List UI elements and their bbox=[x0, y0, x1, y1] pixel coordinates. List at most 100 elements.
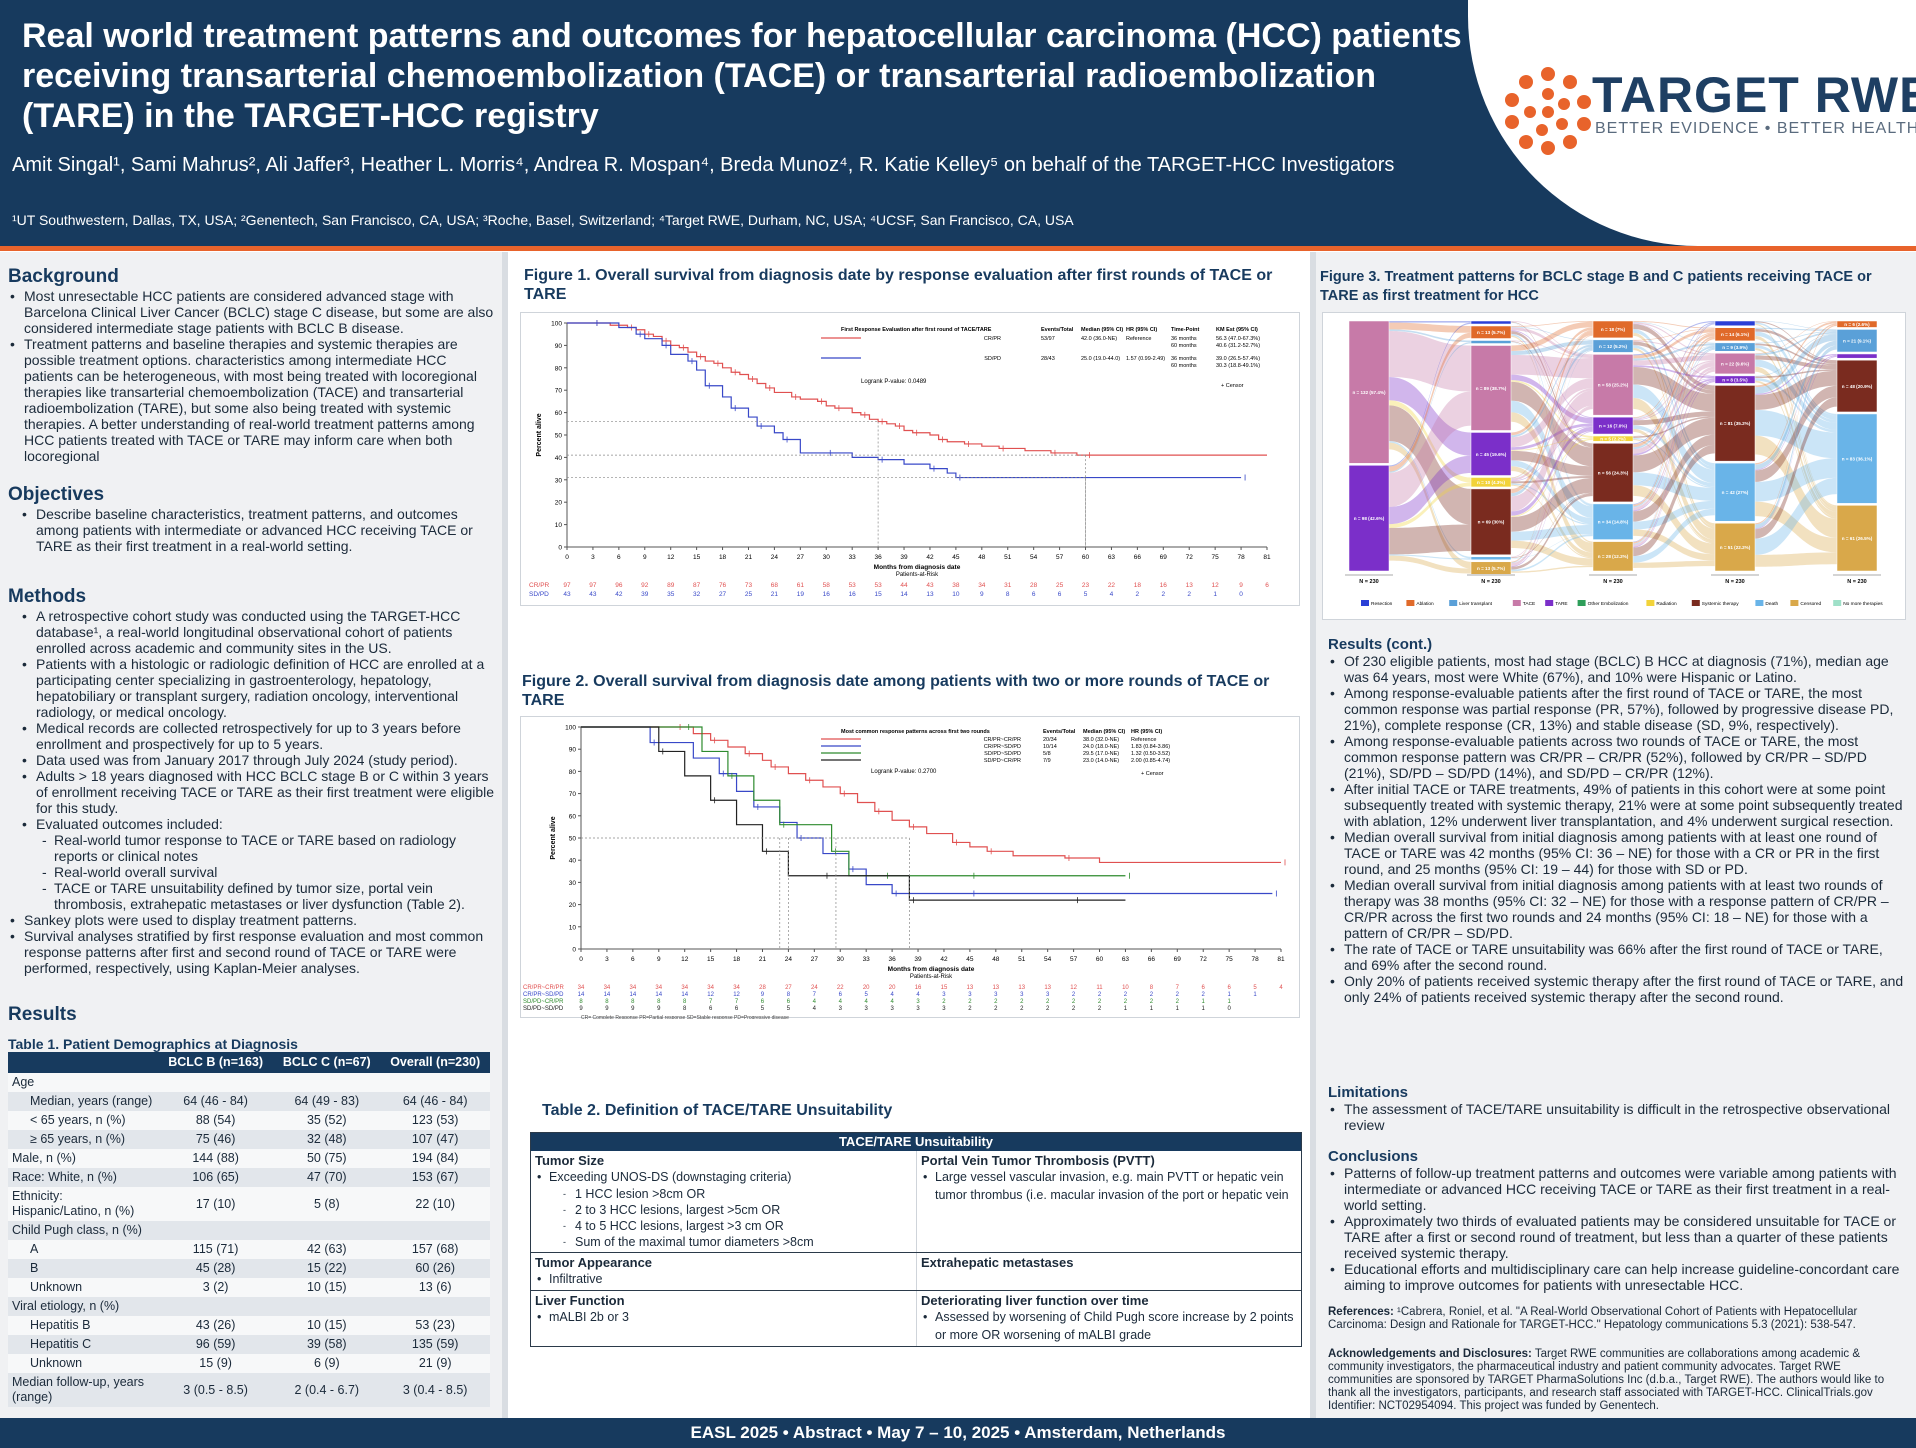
risk-value: 6 bbox=[1202, 985, 1206, 991]
sankey-flow bbox=[1755, 327, 1837, 331]
risk-value: 58 bbox=[823, 582, 831, 589]
survival-curve bbox=[581, 726, 1126, 877]
sankey-node bbox=[1836, 413, 1878, 504]
sankey-flow bbox=[1755, 348, 1837, 512]
list-item: Median overall survival from initial dia… bbox=[1328, 829, 1908, 877]
y-tick-label: 20 bbox=[555, 500, 563, 507]
sankey-flow bbox=[1633, 335, 1715, 507]
limitations-list: The assessment of TACE/TARE unsuitabilit… bbox=[1328, 1101, 1908, 1133]
risk-value: 5 bbox=[1253, 985, 1257, 991]
sankey-node bbox=[1348, 320, 1390, 464]
table-cell: 75 (46) bbox=[158, 1130, 274, 1149]
table-cell: 47 (70) bbox=[273, 1168, 381, 1187]
risk-value: 34 bbox=[733, 985, 740, 991]
risk-value: 1 bbox=[1150, 1006, 1154, 1012]
sankey-node bbox=[1714, 385, 1756, 462]
criteria-item: Sum of the maximal tumor diameters >8cm bbox=[535, 1234, 912, 1250]
legend-hr: 2.00 (0.85-4.74) bbox=[1131, 758, 1170, 764]
risk-value: 4 bbox=[890, 999, 894, 1005]
legend-timepoint: 60 months bbox=[1171, 363, 1197, 369]
logrank-label: Logrank P-value: 0.0489 bbox=[861, 379, 927, 385]
risk-value: 13 bbox=[1044, 985, 1051, 991]
legend-hr: 1.57 (0.99-2.49) bbox=[1126, 356, 1165, 362]
references-label: References: bbox=[1328, 1306, 1394, 1318]
sankey-flow bbox=[1755, 435, 1837, 538]
sankey-node bbox=[1714, 352, 1756, 375]
table-row: Male, n (%) 144 (88) 50 (75) 194 (84) bbox=[8, 1149, 490, 1168]
legend-km: 39.0 (26.5-57.4%) bbox=[1216, 356, 1260, 362]
y-tick-label: 0 bbox=[558, 545, 562, 552]
x-tick-label: 78 bbox=[1251, 956, 1259, 963]
sankey-node bbox=[1714, 462, 1756, 522]
legend-median: 38.0 (32.0-NE) bbox=[1083, 737, 1119, 743]
risk-row-name: SD/PD~CR/PR bbox=[523, 999, 564, 1005]
risk-value: 2 bbox=[942, 999, 946, 1005]
risk-value: 27 bbox=[719, 591, 727, 598]
table-cell: 64 (46 - 84) bbox=[380, 1092, 490, 1111]
risk-value: 27 bbox=[785, 985, 792, 991]
risk-value: 1 bbox=[1202, 1006, 1206, 1012]
sankey-flow bbox=[1755, 380, 1837, 519]
sankey-flow bbox=[1511, 327, 1593, 358]
sankey-flow bbox=[1511, 321, 1593, 445]
sankey-flow bbox=[1511, 412, 1593, 553]
legend-swatch bbox=[1545, 600, 1554, 606]
x-tick-label: 6 bbox=[617, 554, 621, 561]
sankey-flow bbox=[1633, 321, 1715, 329]
risk-value: 13 bbox=[1018, 985, 1025, 991]
sankey-flow bbox=[1755, 333, 1837, 377]
risk-value: 53 bbox=[849, 582, 857, 589]
table-header-cell bbox=[8, 1052, 158, 1073]
risk-value: 32 bbox=[693, 591, 701, 598]
sankey-flow bbox=[1633, 337, 1715, 544]
results-heading-wrap: Results bbox=[8, 1004, 77, 1026]
sankey-flow bbox=[1633, 333, 1715, 448]
table-cell: 3 (0.5 - 8.5) bbox=[158, 1373, 274, 1407]
risk-value: 97 bbox=[563, 582, 571, 589]
background-list: Most unresectable HCC patients are consi… bbox=[8, 288, 496, 464]
table-cell: 42 (63) bbox=[273, 1240, 381, 1259]
risk-value: 9 bbox=[761, 992, 765, 998]
risk-value: 6 bbox=[709, 1006, 713, 1012]
sankey-flow bbox=[1755, 334, 1837, 394]
y-tick-label: 100 bbox=[565, 725, 576, 732]
list-item: Data used was from January 2017 through … bbox=[20, 752, 496, 768]
list-item: Medical records are collected retrospect… bbox=[20, 720, 496, 752]
sankey-node bbox=[1470, 325, 1512, 339]
row-label: A bbox=[8, 1240, 158, 1259]
sankey-flow bbox=[1511, 327, 1593, 436]
y-tick-label: 60 bbox=[555, 410, 563, 417]
y-tick-label: 10 bbox=[569, 924, 577, 931]
risk-value: 42 bbox=[615, 591, 623, 598]
sankey-flow bbox=[1511, 341, 1593, 507]
risk-value: 8 bbox=[787, 992, 791, 998]
sankey-flow bbox=[1633, 329, 1715, 359]
x-tick-label: 45 bbox=[952, 554, 960, 561]
legend-series-name: SD/PD bbox=[984, 356, 1001, 362]
sankey-node-label: n = 81 (35.2%) bbox=[1720, 421, 1751, 426]
sankey-node bbox=[1470, 340, 1512, 344]
y-tick-label: 30 bbox=[555, 477, 563, 484]
risk-value: 7 bbox=[1176, 985, 1180, 991]
legend-swatch bbox=[1406, 600, 1415, 606]
risk-value: 20 bbox=[889, 985, 896, 991]
results-cont-list: Of 230 eligible patients, most had stage… bbox=[1328, 653, 1908, 1005]
risk-value: 68 bbox=[771, 582, 779, 589]
sankey-node bbox=[1714, 320, 1756, 326]
risk-value: 8 bbox=[657, 999, 661, 1005]
sankey-flow bbox=[1633, 345, 1715, 450]
sankey-flow bbox=[1389, 524, 1471, 555]
risk-value: 7 bbox=[709, 999, 713, 1005]
figure2-frame: 0 10 20 30 40 50 60 70 80 90 100 0 3 6 9 12 15 18 21 24 27 30… bbox=[520, 716, 1300, 1021]
y-tick-label: 70 bbox=[555, 388, 563, 395]
sankey-flow bbox=[1755, 324, 1837, 525]
sankey-flow bbox=[1755, 359, 1837, 430]
legend-label: Other Embolization bbox=[1588, 601, 1629, 607]
sankey-flow bbox=[1511, 438, 1593, 518]
list-item: Survival analyses stratified by first re… bbox=[8, 928, 496, 976]
sankey-flow bbox=[1633, 347, 1715, 529]
sankey-flow bbox=[1389, 442, 1471, 569]
figure2-title: Figure 2. Overall survival from diagnosi… bbox=[522, 673, 1270, 709]
legend-median: 42.0 (36.0-NE) bbox=[1081, 336, 1117, 342]
